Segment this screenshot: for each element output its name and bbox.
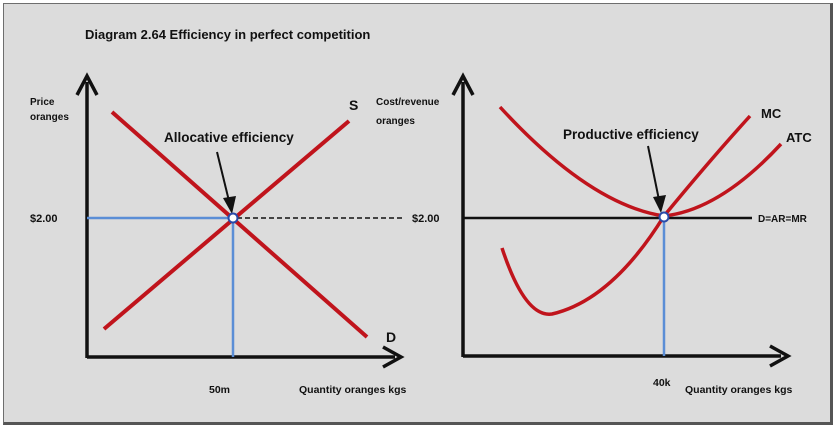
supply-label: S <box>349 97 358 113</box>
right-y-label-line1: Cost/revenue <box>376 97 440 108</box>
left-x-axis-label: Quantity oranges kgs <box>299 384 407 396</box>
left-price-label: $2.00 <box>30 213 58 225</box>
right-x-axis-arrowhead <box>769 344 792 368</box>
allocative-arrow <box>216 151 230 202</box>
atc-label: ATC <box>786 130 812 145</box>
demand-curve <box>110 110 369 339</box>
left-y-label-line1: Price <box>30 97 55 108</box>
atc-curve <box>498 105 783 218</box>
mc-curve <box>500 114 752 316</box>
demand-label: D <box>386 329 396 345</box>
productive-arrow <box>647 145 660 201</box>
right-y-label-line2: oranges <box>376 116 415 127</box>
productive-arrowhead <box>653 195 666 213</box>
right-quantity-label: 40k <box>653 377 671 389</box>
diagram-title: Diagram 2.64 Efficiency in perfect compe… <box>85 27 370 42</box>
supply-curve <box>102 119 351 331</box>
left-quantity-label: 50m <box>209 384 230 396</box>
left-x-axis-arrowhead <box>382 345 405 369</box>
mc-label: MC <box>761 106 782 121</box>
demand-ar-mr-label: D=AR=MR <box>758 214 808 225</box>
right-y-axis-arrowhead <box>451 72 475 96</box>
allocative-arrowhead <box>223 196 236 214</box>
left-y-axis-arrowhead <box>75 72 99 96</box>
productive-efficiency-label: Productive efficiency <box>563 127 699 142</box>
productive-efficiency-point <box>658 211 670 223</box>
left-y-label-line2: oranges <box>30 112 69 123</box>
allocative-efficiency-label: Allocative efficiency <box>164 130 294 145</box>
right-price-label: $2.00 <box>412 213 440 225</box>
allocative-equilibrium-point <box>227 212 239 224</box>
right-x-axis-label: Quantity oranges kgs <box>685 384 793 396</box>
